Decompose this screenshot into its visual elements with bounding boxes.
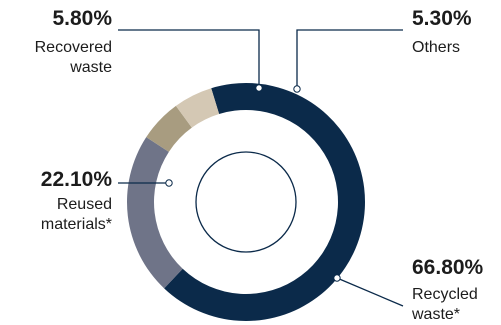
- leader-others: [296, 29, 403, 89]
- inner-ring: [195, 151, 297, 253]
- segment-recovered-waste: [146, 105, 192, 152]
- leader-lines: [118, 29, 404, 307]
- value-label-reused-materials: 22.10%: [40, 168, 112, 191]
- category-label-reused-materials: Reused materials*: [40, 196, 112, 233]
- leader-recycled-waste-marker: [333, 274, 341, 282]
- value-label-others: 5.30%: [412, 7, 472, 30]
- leader-reused-materials-marker: [165, 179, 173, 187]
- segment-others: [175, 88, 220, 128]
- category-label-recycled-waste: Recycled waste*: [412, 286, 478, 323]
- segment-recycled-waste: [164, 83, 366, 321]
- segment-reused-materials: [127, 137, 183, 289]
- leader-recycled-waste: [336, 277, 404, 307]
- leader-recovered-waste: [118, 29, 260, 88]
- category-label-recovered-waste: Recovered waste: [34, 39, 112, 76]
- category-label-others: Others: [412, 39, 461, 56]
- value-label-recovered-waste: 5.80%: [52, 7, 112, 30]
- leader-recovered-waste-marker: [255, 84, 263, 92]
- donut-segments: [127, 83, 366, 321]
- value-label-recycled-waste: 66.80%: [412, 256, 484, 279]
- leader-others-marker: [293, 85, 301, 93]
